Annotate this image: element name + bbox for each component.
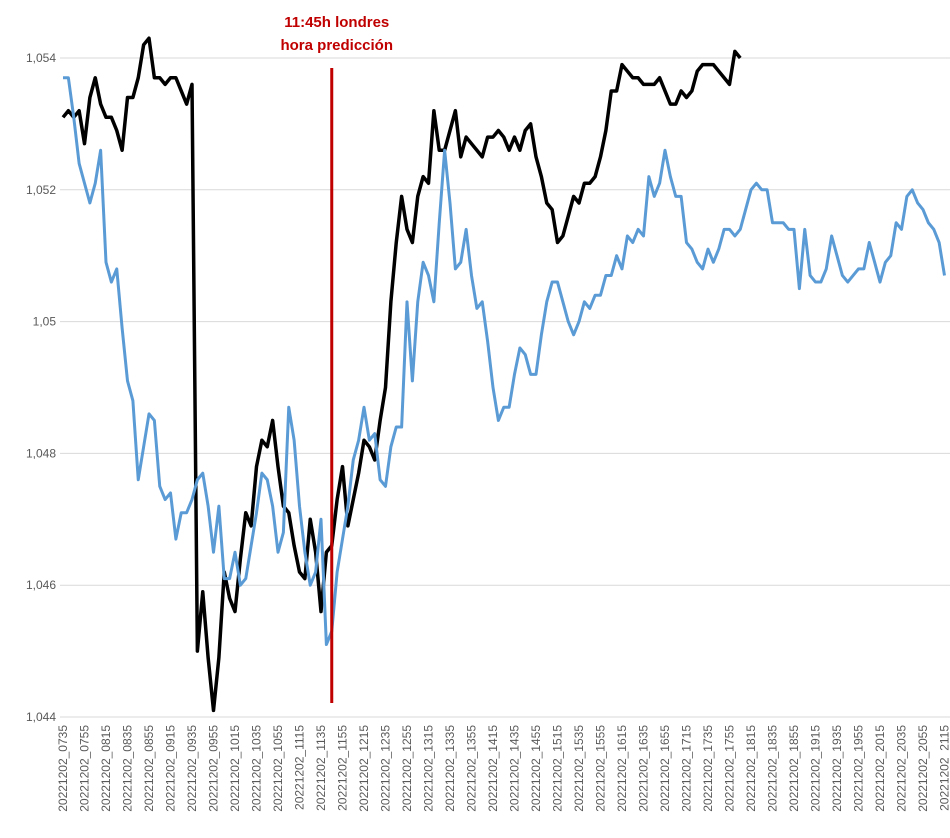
x-tick-label: 20221202_1915 [809, 725, 823, 812]
x-tick-label: 20221202_0815 [99, 725, 113, 812]
x-tick-label: 20221202_2015 [873, 725, 887, 812]
y-tick-label: 1,05 [33, 315, 57, 329]
y-tick-label: 1,052 [26, 183, 56, 197]
x-tick-label: 20221202_1615 [615, 725, 629, 812]
x-tick-label: 20221202_1015 [228, 725, 242, 812]
x-tick-label: 20221202_1235 [379, 725, 393, 812]
x-tick-label: 20221202_2055 [916, 725, 930, 812]
x-tick-label: 20221202_1455 [529, 725, 543, 812]
x-tick-label: 20221202_1415 [486, 725, 500, 812]
x-tick-label: 20221202_0735 [56, 725, 70, 812]
x-tick-label: 20221202_1955 [852, 725, 866, 812]
x-tick-label: 20221202_1935 [830, 725, 844, 812]
y-tick-label: 1,048 [26, 446, 56, 460]
x-tick-label: 20221202_1515 [551, 725, 565, 812]
x-tick-label: 20221202_1555 [594, 725, 608, 812]
x-tick-label: 20221202_0915 [164, 725, 178, 812]
x-tick-label: 20221202_1755 [723, 725, 737, 812]
x-tick-label: 20221202_0935 [185, 725, 199, 812]
x-tick-label: 20221202_1355 [465, 725, 479, 812]
x-tick-label: 20221202_0755 [78, 725, 92, 812]
x-tick-label: 20221202_1735 [701, 725, 715, 812]
x-tick-label: 20221202_1035 [250, 725, 264, 812]
x-tick-label: 20221202_1535 [572, 725, 586, 812]
y-tick-label: 1,054 [26, 51, 56, 65]
x-tick-label: 20221202_1135 [314, 725, 328, 811]
x-tick-label: 20221202_2115 [938, 725, 950, 811]
series-line [63, 38, 740, 710]
x-tick-label: 20221202_1835 [766, 725, 780, 812]
x-tick-label: 20221202_0855 [142, 725, 156, 812]
x-tick-label: 20221202_1055 [271, 725, 285, 812]
x-tick-label: 20221202_1635 [637, 725, 651, 812]
x-tick-label: 20221202_1855 [787, 725, 801, 812]
annotation-text: hora predicción [280, 37, 393, 54]
x-tick-label: 20221202_2035 [895, 725, 909, 812]
x-tick-label: 20221202_1715 [680, 725, 694, 812]
x-tick-label: 20221202_1115 [293, 725, 307, 810]
x-tick-label: 20221202_1435 [508, 725, 522, 812]
x-tick-label: 20221202_0835 [121, 725, 135, 812]
y-tick-label: 1,044 [26, 710, 56, 724]
y-tick-label: 1,046 [26, 578, 56, 592]
x-tick-label: 20221202_1335 [443, 725, 457, 812]
x-tick-label: 20221202_1815 [744, 725, 758, 812]
annotation-text: 11:45h londres [284, 14, 389, 31]
x-tick-label: 20221202_0955 [207, 725, 221, 812]
x-tick-label: 20221202_1255 [400, 725, 414, 812]
x-tick-label: 20221202_1655 [658, 725, 672, 812]
x-tick-label: 20221202_1315 [422, 725, 436, 812]
x-tick-label: 20221202_1155 [336, 725, 350, 811]
x-tick-label: 20221202_1215 [357, 725, 371, 812]
